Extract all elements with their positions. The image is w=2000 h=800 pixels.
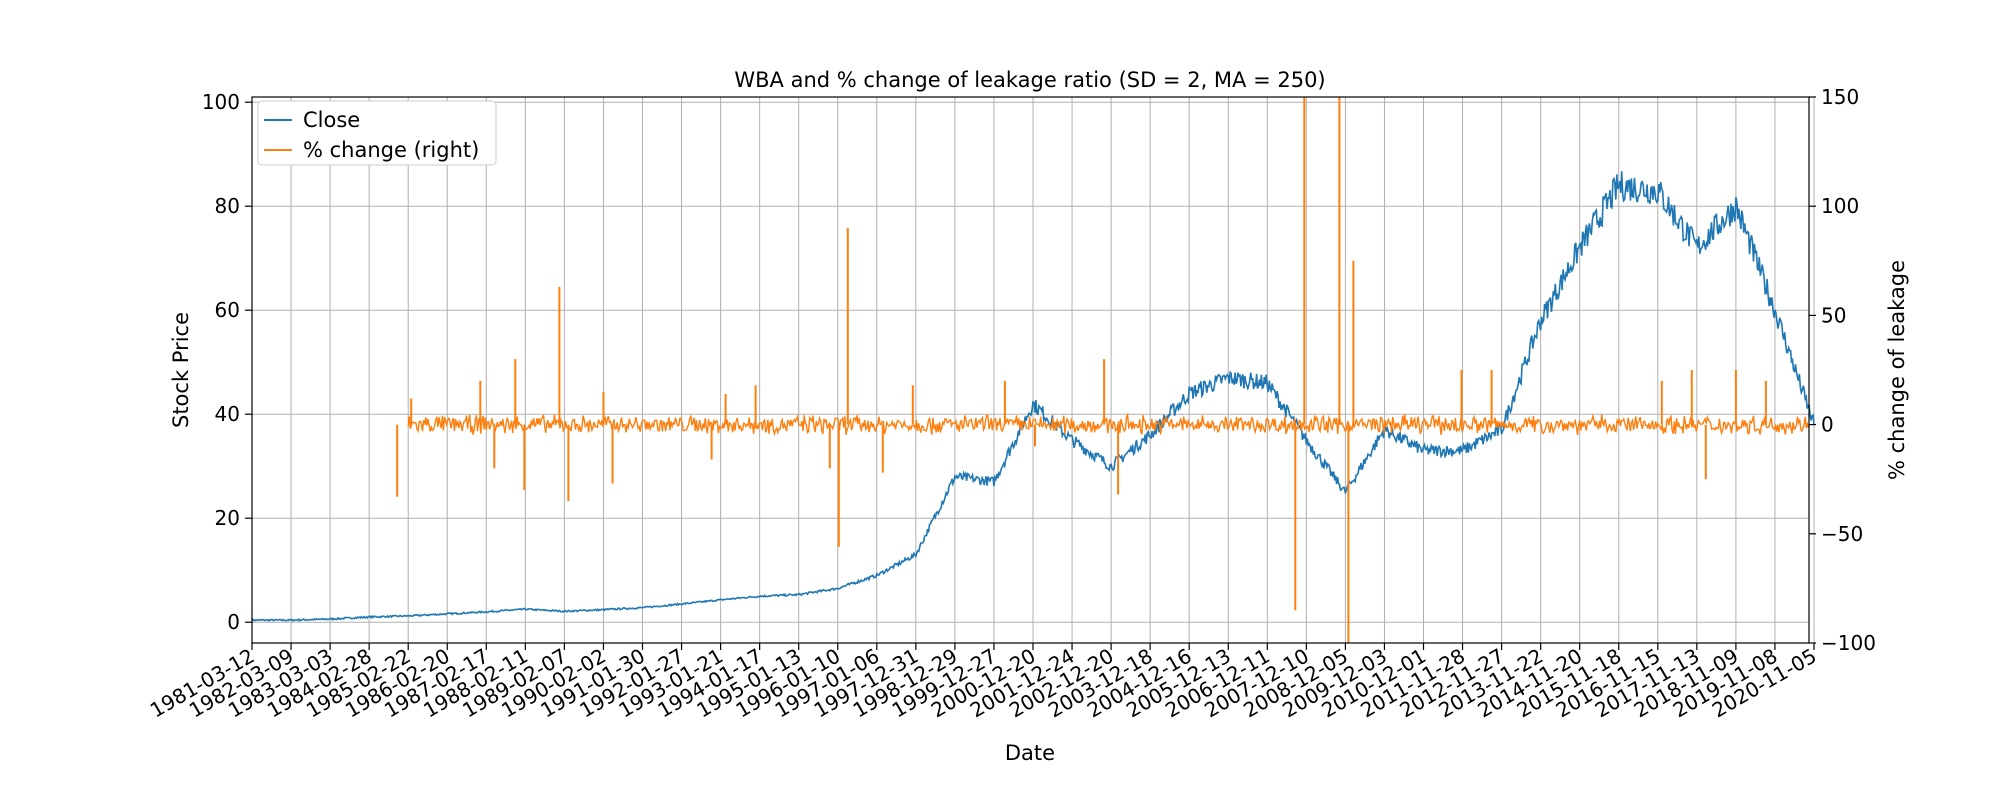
chart-title: WBA and % change of leakage ratio (SD = … xyxy=(734,68,1325,92)
y-axis-label: Stock Price xyxy=(169,312,193,428)
y-tick-label: 100 xyxy=(202,90,240,114)
y-tick-label: 0 xyxy=(227,610,240,634)
x-axis: 1981-03-121982-03-091983-03-031984-02-28… xyxy=(146,643,1821,722)
legend-box xyxy=(257,100,497,166)
x-axis-label: Date xyxy=(1005,741,1055,765)
y-tick-label: 20 xyxy=(215,506,240,530)
y2-tick-label: 100 xyxy=(1821,194,1859,218)
y-tick-label: 40 xyxy=(215,402,240,426)
y2-tick-label: 0 xyxy=(1821,413,1834,437)
pct-change-line xyxy=(407,412,1810,437)
right-axis: −100 −50 0 50 100 150 xyxy=(1809,85,1876,655)
left-axis: 0 20 40 60 80 100 xyxy=(202,90,252,634)
y2-tick-label: 50 xyxy=(1821,303,1846,327)
y2-tick-label: −50 xyxy=(1821,522,1863,546)
legend-entry-pct-change: % change (right) xyxy=(303,138,479,162)
close-line xyxy=(251,171,1815,622)
y2-tick-label: 150 xyxy=(1821,85,1859,109)
y-tick-label: 60 xyxy=(215,298,240,322)
y2-axis-label: % change of leakage xyxy=(1885,260,1909,480)
close-series xyxy=(251,171,1815,622)
pct-change-series xyxy=(396,97,1810,643)
y-tick-label: 80 xyxy=(215,194,240,218)
y2-tick-label: −100 xyxy=(1821,631,1876,655)
legend: Close % change (right) xyxy=(257,100,497,166)
grid xyxy=(251,97,1815,643)
plot-frame xyxy=(251,96,1810,644)
legend-entry-close: Close xyxy=(303,108,360,132)
